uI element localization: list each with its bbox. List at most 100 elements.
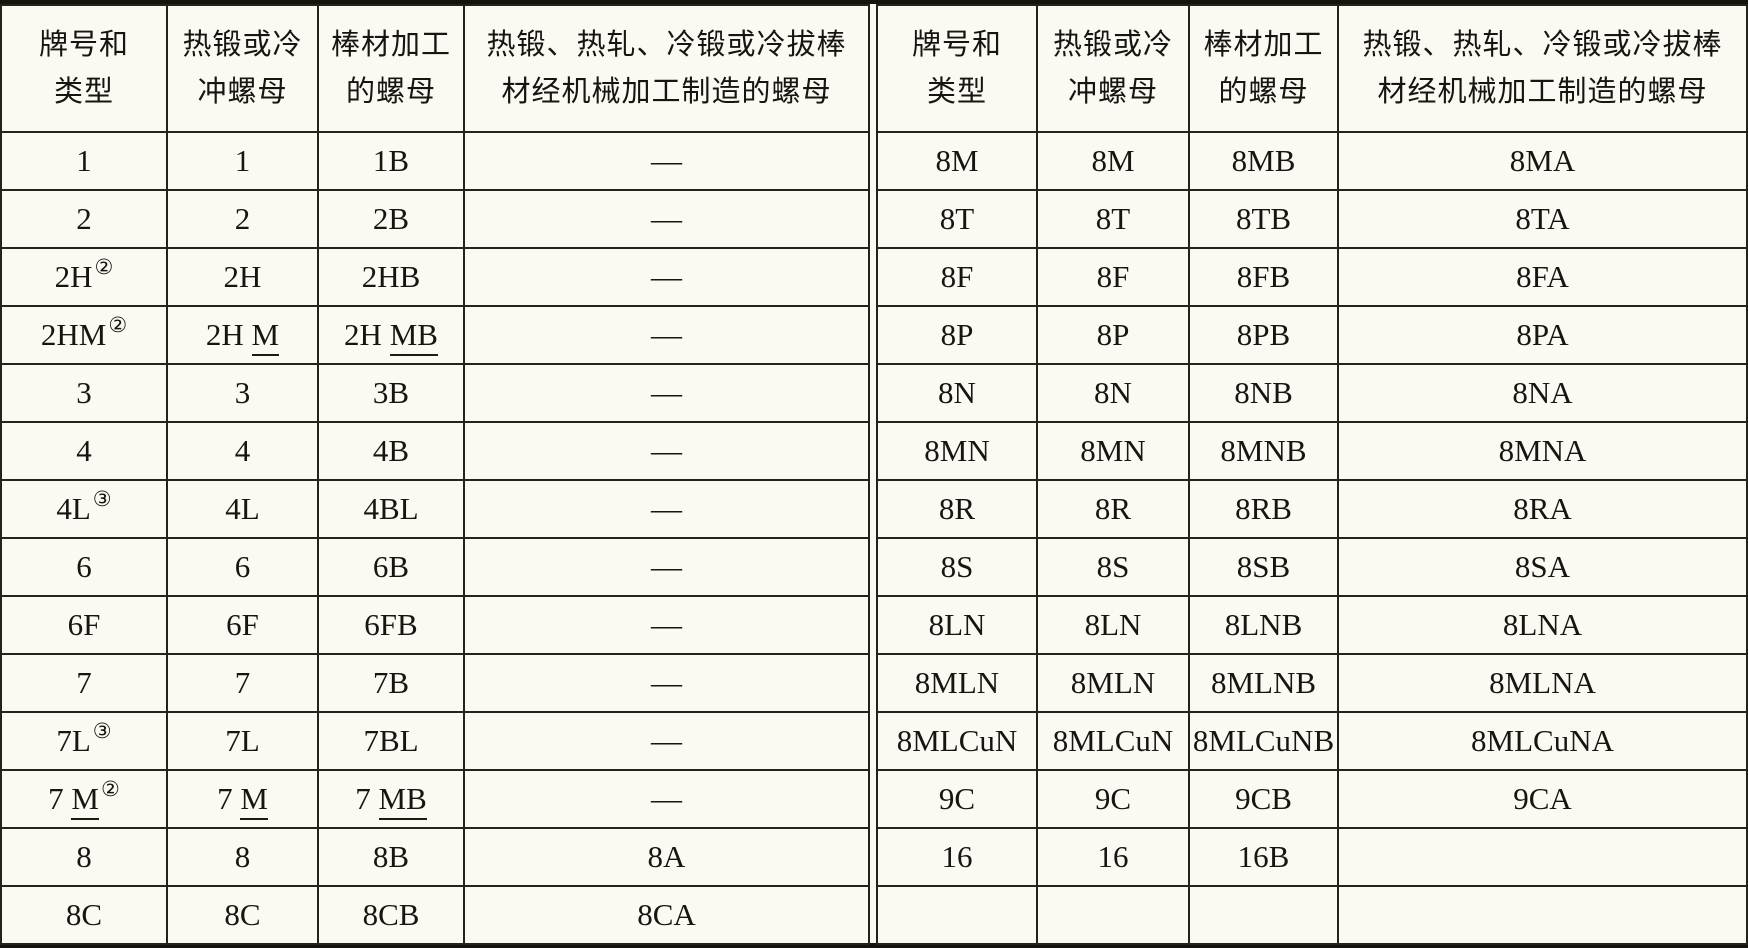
table-cell: —	[463, 189, 870, 249]
table-cell: 8M	[876, 131, 1038, 191]
table-row: 8 8 8B 8A	[0, 827, 870, 887]
table-cell: —	[463, 769, 870, 829]
table-cell: 8LNA	[1337, 595, 1748, 655]
table-cell: 2HM②	[0, 305, 168, 365]
table-cell: 6	[0, 537, 168, 597]
table-cell: 8NA	[1337, 363, 1748, 423]
table-cell: 8MLNA	[1337, 653, 1748, 713]
table-cell: 7 M	[166, 769, 319, 829]
table-row: 7 7 7B —	[0, 653, 870, 713]
table-cell: 8MNB	[1188, 421, 1339, 481]
column-header: 热锻或冷 冲螺母	[1036, 4, 1190, 133]
table-cell: 8F	[876, 247, 1038, 307]
footnote-marker: ②	[108, 313, 128, 337]
table-cell: 2B	[317, 189, 465, 249]
header-row: 牌号和 类型 热锻或冷 冲螺母 棒材加工 的螺母 热锻、热轧、冷锻或冷拔棒 材经机械加工制造的…	[0, 4, 870, 133]
table-cell: 8MLN	[1036, 653, 1190, 713]
table-cell: 1	[0, 131, 168, 191]
table-cell: 8	[166, 827, 319, 887]
table-cell: 8MN	[1036, 421, 1190, 481]
table-cell: 7	[166, 653, 319, 713]
table-cell: 1B	[317, 131, 465, 191]
table-cell: 7 MB	[317, 769, 465, 829]
table-cell: 8P	[876, 305, 1038, 365]
table-cell: 8	[0, 827, 168, 887]
table-cell: 8NB	[1188, 363, 1339, 423]
table-row: 16 16 16B	[876, 827, 1748, 887]
table-cell: 8C	[166, 885, 319, 945]
table-row: 1 1 1B —	[0, 131, 870, 191]
table-cell: 2H②	[0, 247, 168, 307]
table-cell: 2H	[166, 247, 319, 307]
header-line1: 热锻或冷	[182, 28, 303, 61]
table-cell: 3	[166, 363, 319, 423]
table-cell: 2H MB	[317, 305, 465, 365]
table-row: 8R 8R 8RB 8RA	[876, 479, 1748, 539]
table-row: 4L③ 4L 4BL —	[0, 479, 870, 539]
table-cell: 4L③	[0, 479, 168, 539]
table-cell: 7B	[317, 653, 465, 713]
table-row: 7L③ 7L 7BL —	[0, 711, 870, 771]
table-cell: 2	[166, 189, 319, 249]
table-cell: 6B	[317, 537, 465, 597]
table-cell: 8MLCuNA	[1337, 711, 1748, 771]
header-line1: 棒材加工	[1203, 28, 1324, 61]
table-cell: 7L	[166, 711, 319, 771]
table-cell: 8MLN	[876, 653, 1038, 713]
underlined-text: M	[251, 319, 280, 356]
table-cell: 7BL	[317, 711, 465, 771]
table-cell: 8B	[317, 827, 465, 887]
table-row: 8LN 8LN 8LNB 8LNA	[876, 595, 1748, 655]
table-row: 6 6 6B —	[0, 537, 870, 597]
header-line1: 热锻、热轧、冷锻或冷拔棒	[486, 28, 847, 61]
table-row: 8MN 8MN 8MNB 8MNA	[876, 421, 1748, 481]
table-cell: 1	[166, 131, 319, 191]
table-cell: —	[463, 595, 870, 655]
header-line1: 牌号和	[38, 28, 129, 61]
table-cell	[1337, 827, 1748, 887]
table-cell: 3B	[317, 363, 465, 423]
table-row: 8S 8S 8SB 8SA	[876, 537, 1748, 597]
table-cell: —	[463, 653, 870, 713]
table-cell	[876, 885, 1038, 945]
table-cell: —	[463, 537, 870, 597]
table-cell: 16B	[1188, 827, 1339, 887]
table-cell: —	[463, 305, 870, 365]
table-cell: —	[463, 711, 870, 771]
header-line1: 棒材加工	[330, 28, 451, 61]
header-line1: 热锻或冷	[1052, 28, 1173, 61]
table-cell: 6FB	[317, 595, 465, 655]
table-cell: 8MN	[876, 421, 1038, 481]
table-cell	[1036, 885, 1190, 945]
table-row: 2HM② 2H M 2H MB —	[0, 305, 870, 365]
table-cell: 8A	[463, 827, 870, 887]
table-cell: 3	[0, 363, 168, 423]
table-row: 6F 6F 6FB —	[0, 595, 870, 655]
table-cell: 9CB	[1188, 769, 1339, 829]
table-cell: 8FA	[1337, 247, 1748, 307]
table-cell: 8RB	[1188, 479, 1339, 539]
table-cell: —	[463, 247, 870, 307]
table-cell: 6F	[166, 595, 319, 655]
table-row: 8T 8T 8TB 8TA	[876, 189, 1748, 249]
table-cell: —	[463, 131, 870, 191]
header-row: 牌号和 类型 热锻或冷 冲螺母 棒材加工 的螺母 热锻、热轧、冷锻或冷拔棒 材经机械加工制造的…	[876, 4, 1748, 133]
table-cell: 8RA	[1337, 479, 1748, 539]
underlined-text: MB	[389, 319, 438, 356]
header-line2: 冲螺母	[197, 75, 288, 108]
table-row: 8F 8F 8FB 8FA	[876, 247, 1748, 307]
table-cell: 8MNA	[1337, 421, 1748, 481]
column-header: 棒材加工 的螺母	[317, 4, 465, 133]
table-cell: 8N	[1036, 363, 1190, 423]
footnote-marker: ②	[94, 255, 114, 279]
table-cell: 8FB	[1188, 247, 1339, 307]
header-line1: 牌号和	[911, 28, 1002, 61]
table-cell: 8M	[1036, 131, 1190, 191]
table-cell: 9CA	[1337, 769, 1748, 829]
header-line2: 冲螺母	[1067, 75, 1158, 108]
table-cell: 8MB	[1188, 131, 1339, 191]
table-cell: —	[463, 421, 870, 481]
table-cell: 2HB	[317, 247, 465, 307]
footnote-marker: ③	[92, 487, 112, 511]
